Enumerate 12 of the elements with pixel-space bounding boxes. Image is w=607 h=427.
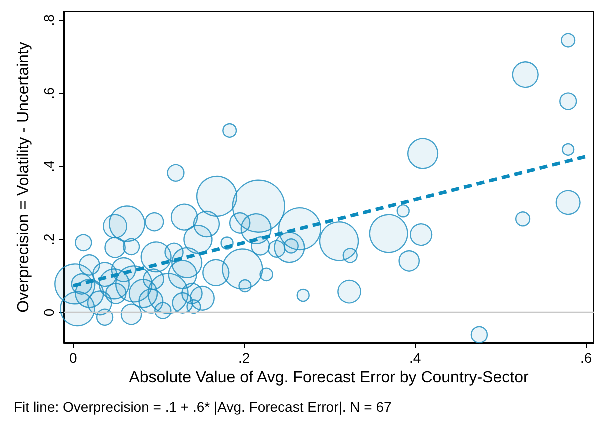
text: Fit line: Overprecision = .1 + .6* |Avg. Forecast Error|. N = 67 xyxy=(14,399,392,415)
x-tick-label: 0 xyxy=(70,350,78,366)
y-tick-label: 0 xyxy=(41,308,57,317)
y-tick-label: .6 xyxy=(41,87,57,100)
x-axis-title: Absolute Value of Avg. Forecast Error by Country-Sector xyxy=(129,369,530,386)
x-tick-label: .4 xyxy=(409,350,422,366)
y-tick-label: .4 xyxy=(41,160,57,172)
x-tick-label: .6 xyxy=(580,350,592,366)
y-tick-label: .2 xyxy=(41,234,57,246)
y-tick-label: .8 xyxy=(41,14,57,26)
y-axis-title: Overprecision = Volatility - Uncertainty xyxy=(16,42,32,313)
x-tick-label: .2 xyxy=(238,350,250,366)
